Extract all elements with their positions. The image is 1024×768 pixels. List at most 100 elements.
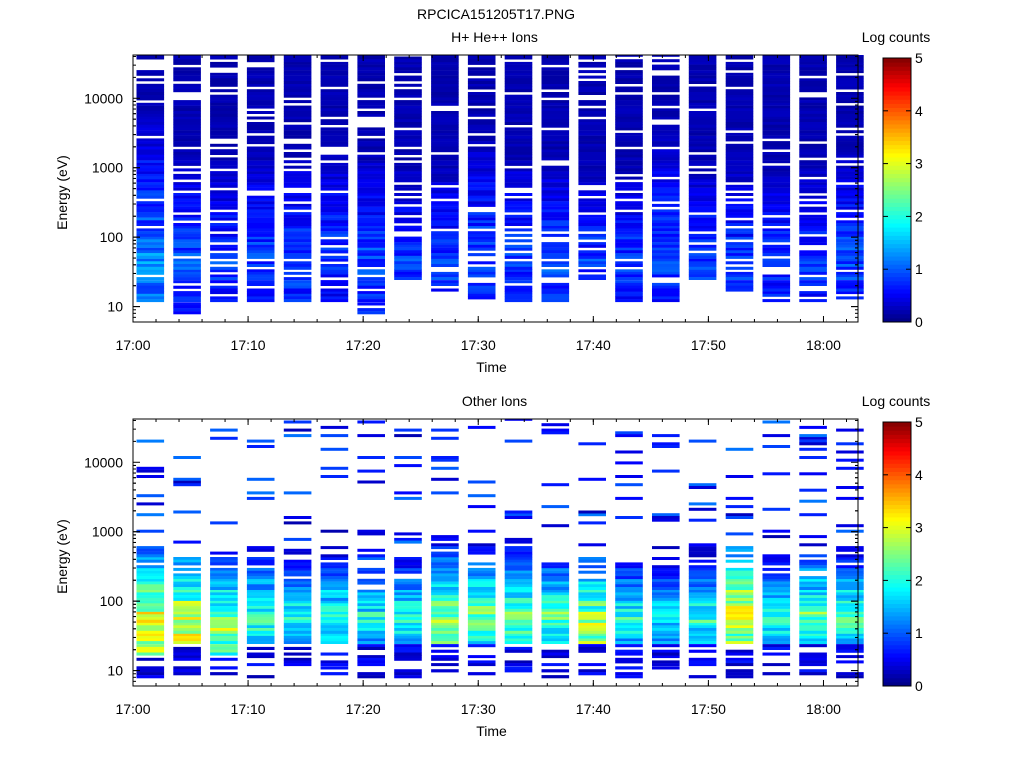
heatmap-cell xyxy=(799,436,827,440)
heatmap-cell xyxy=(652,469,680,473)
heatmap-cell xyxy=(762,291,791,295)
heatmap-cell xyxy=(799,64,827,68)
colorbar-swatch xyxy=(883,566,911,572)
heatmap-cell xyxy=(541,578,570,582)
heatmap-cell xyxy=(173,280,201,284)
heatmap-cell xyxy=(431,209,459,213)
heatmap-cell xyxy=(652,132,680,136)
x-tick-label: 17:50 xyxy=(691,337,726,353)
heatmap-cell xyxy=(504,143,533,147)
heatmap-cell xyxy=(173,567,201,571)
heatmap-cell xyxy=(541,176,570,180)
heatmap-cell xyxy=(136,152,165,155)
heatmap-cell xyxy=(541,293,570,297)
heatmap-cell xyxy=(799,250,827,254)
heatmap-cell xyxy=(615,214,643,218)
heatmap-cell xyxy=(431,171,459,175)
heatmap-cell xyxy=(541,669,570,673)
heatmap-cell xyxy=(173,86,201,90)
heatmap-cell xyxy=(210,116,238,120)
heatmap-cell xyxy=(246,97,275,101)
heatmap-cell xyxy=(283,225,312,229)
heatmap-cell xyxy=(799,100,827,104)
heatmap-cell xyxy=(283,61,312,65)
heatmap-cell xyxy=(320,233,349,237)
heatmap-cell xyxy=(283,592,312,596)
heatmap-cell xyxy=(652,581,680,585)
heatmap-cell xyxy=(136,92,165,95)
heatmap-cell xyxy=(320,557,349,560)
heatmap-cell xyxy=(504,223,533,226)
heatmap-cell xyxy=(467,587,496,590)
heatmap-cell xyxy=(799,165,827,169)
heatmap-cell xyxy=(431,491,459,495)
heatmap-cell xyxy=(836,59,864,63)
heatmap-cell xyxy=(504,630,533,634)
colorbar-swatch xyxy=(883,136,911,142)
y-tick-label: 10 xyxy=(107,299,123,315)
heatmap-cell xyxy=(578,154,606,158)
heatmap-cell xyxy=(283,86,312,90)
heatmap-cell xyxy=(836,450,864,454)
heatmap-cell xyxy=(836,608,864,612)
heatmap-cell xyxy=(136,124,165,128)
heatmap-cell xyxy=(357,635,385,639)
heatmap-cell xyxy=(836,595,864,599)
heatmap-cell xyxy=(173,193,201,196)
heatmap-cell xyxy=(762,554,791,558)
heatmap-cell xyxy=(210,83,238,87)
heatmap-cell xyxy=(136,146,165,150)
heatmap-cell xyxy=(725,72,754,76)
heatmap-cell xyxy=(173,641,201,644)
heatmap-cell xyxy=(762,119,791,123)
heatmap-cell xyxy=(836,201,864,205)
heatmap-cell xyxy=(799,152,827,155)
heatmap-cell xyxy=(541,130,570,134)
heatmap-cell xyxy=(652,578,680,582)
heatmap-cell xyxy=(541,614,570,618)
heatmap-cell xyxy=(799,231,827,235)
heatmap-cell xyxy=(320,130,349,134)
heatmap-cell xyxy=(357,308,385,312)
colorbar-tick-label: 1 xyxy=(915,261,923,277)
heatmap-cell xyxy=(615,672,643,676)
heatmap-cell xyxy=(431,70,459,74)
heatmap-cell xyxy=(504,589,533,593)
heatmap-cell xyxy=(357,603,385,607)
colorbar-swatch xyxy=(883,86,911,92)
heatmap-cell xyxy=(246,603,275,607)
heatmap-cell xyxy=(652,190,680,194)
heatmap-cell xyxy=(504,266,533,270)
heatmap-cell xyxy=(836,271,864,275)
heatmap-cell xyxy=(725,135,754,139)
x-tick-label: 17:20 xyxy=(346,337,381,353)
heatmap-cell xyxy=(762,507,791,511)
heatmap-cell xyxy=(725,124,754,128)
heatmap-cell xyxy=(431,663,459,667)
heatmap-cell xyxy=(136,617,165,621)
heatmap-cell xyxy=(357,111,385,114)
heatmap-cell xyxy=(799,81,827,84)
heatmap-cell xyxy=(541,608,570,612)
heatmap-cell xyxy=(136,669,165,673)
heatmap-cell xyxy=(357,617,385,621)
heatmap-cell xyxy=(799,253,827,257)
heatmap-cell xyxy=(725,641,754,644)
heatmap-cell xyxy=(467,293,496,297)
heatmap-cell xyxy=(762,576,791,580)
heatmap-cell xyxy=(836,557,864,560)
heatmap-cell xyxy=(762,535,791,539)
heatmap-cell xyxy=(688,660,717,664)
heatmap-cell xyxy=(725,160,754,164)
heatmap-cell xyxy=(836,92,864,95)
heatmap-cell xyxy=(688,628,717,631)
heatmap-cell xyxy=(246,578,275,582)
heatmap-cell xyxy=(357,675,385,679)
heatmap-cell xyxy=(173,669,201,673)
heatmap-cell xyxy=(504,271,533,275)
heatmap-cell xyxy=(357,94,385,98)
heatmap-cell xyxy=(615,108,643,112)
colorbar-swatch xyxy=(883,620,911,625)
heatmap-cell xyxy=(541,562,570,566)
heatmap-cell xyxy=(467,543,496,547)
